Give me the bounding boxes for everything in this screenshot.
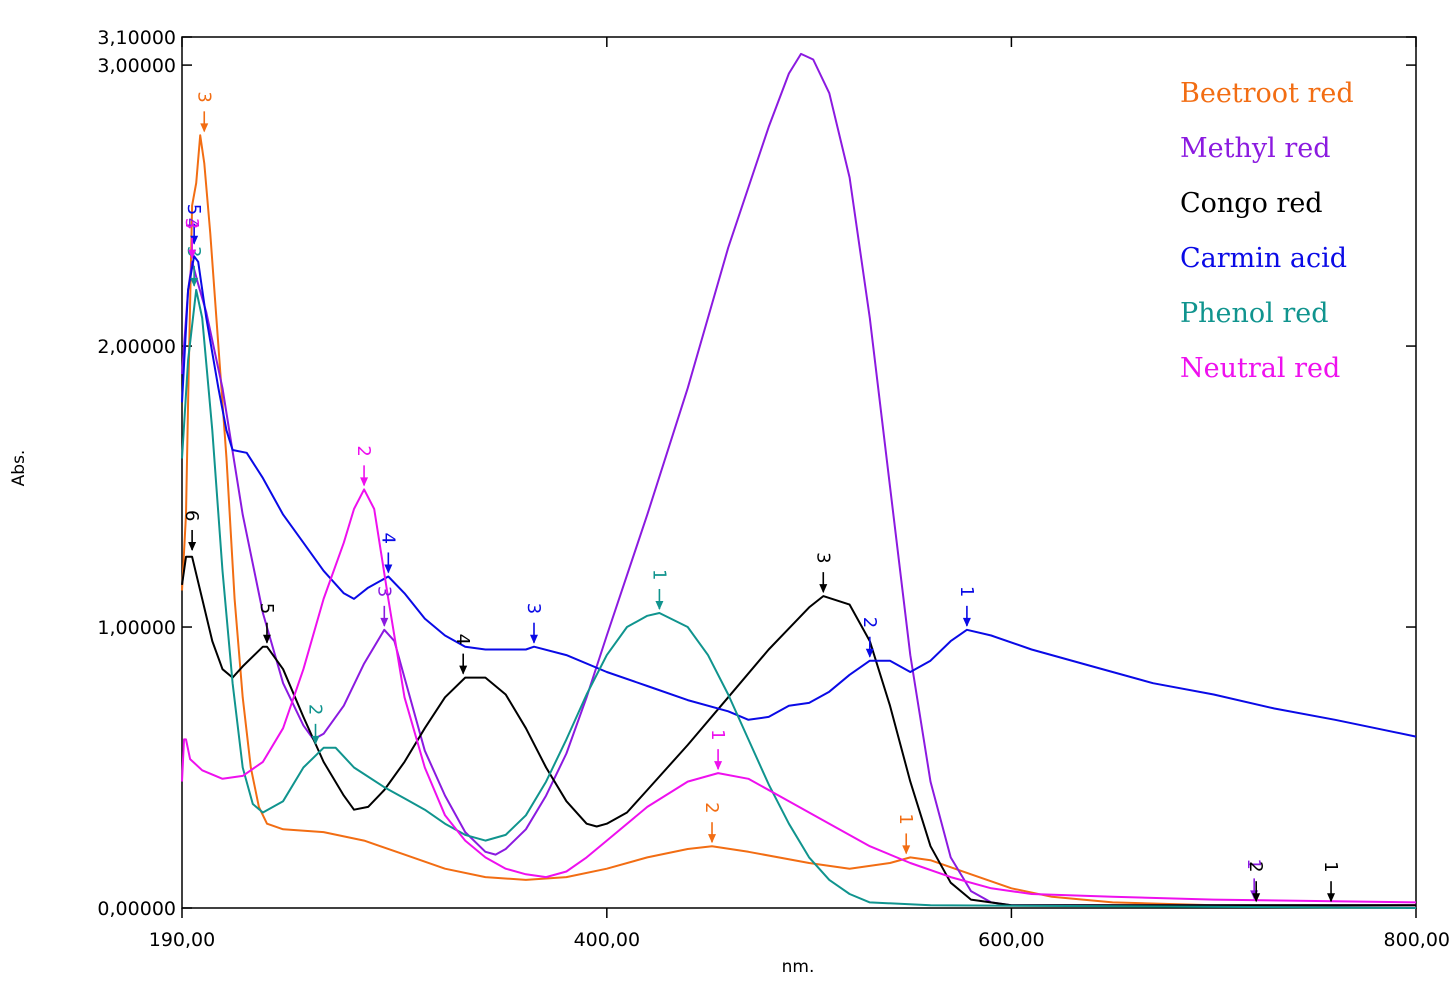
peak-label-2-1: 2	[1245, 861, 1266, 872]
series-line-2	[181, 555, 1416, 907]
peak-label-1-1: 3	[373, 586, 394, 597]
peak-arrowhead-4-2	[190, 277, 199, 287]
peak-arrowhead-2-0	[1327, 893, 1336, 903]
series-line-1	[181, 52, 1416, 907]
y-axis-label: Abs.	[9, 450, 29, 487]
x-tick-label-0: 190,00	[149, 929, 215, 951]
peak-label-3-2: 3	[523, 603, 544, 614]
peak-label-3-4: 5	[183, 204, 204, 215]
series-line-5	[181, 488, 1417, 904]
plot-border	[181, 36, 1417, 909]
legend-entry-1: Methyl red	[1180, 133, 1331, 164]
axis-ticks: 190,00 400,00 600,00 800,00 0,00000 1,00000 2,…	[97, 27, 1450, 951]
series-layer	[181, 52, 1417, 909]
peak-label-5-1: 2	[353, 445, 374, 456]
peak-arrowhead-0-2	[200, 123, 209, 133]
peak-arrowhead-5-1	[360, 477, 369, 487]
x-tick-label-3: 800,00	[1384, 929, 1450, 951]
x-tick-label-2: 600,00	[978, 929, 1044, 951]
legend-entry-5: Neutral red	[1180, 353, 1340, 384]
peak-arrowhead-0-1	[708, 834, 717, 844]
x-axis-label: nm.	[782, 957, 815, 977]
peak-arrowhead-3-0	[962, 617, 971, 627]
peak-label-1-0: 1	[1243, 858, 1264, 869]
peak-label-2-0: 1	[1320, 861, 1341, 872]
peak-arrowhead-2-4	[262, 634, 271, 644]
y-tick-label-1: 1,00000	[97, 617, 176, 639]
peak-arrowhead-0-0	[902, 845, 911, 855]
peak-arrowhead-5-0	[714, 761, 723, 771]
peak-markers: 12313412345612345123123	[181, 91, 1341, 903]
peak-label-3-0: 1	[956, 586, 977, 597]
legend-entry-3: Carmin acid	[1180, 243, 1347, 274]
peak-label-0-2: 3	[193, 91, 214, 102]
peak-label-2-3: 4	[452, 634, 473, 645]
legend-entry-0: Beetroot red	[1180, 78, 1354, 109]
peak-arrowhead-3-1	[865, 648, 874, 658]
y-tick-label-4: 3,10000	[97, 27, 176, 49]
peak-label-5-0: 1	[707, 729, 728, 740]
peak-label-2-5: 6	[181, 510, 202, 521]
series-line-3	[181, 255, 1417, 738]
peak-label-2-2: 3	[812, 552, 833, 563]
plot-frame	[181, 36, 1417, 909]
peak-arrowhead-2-3	[459, 665, 468, 675]
peak-arrowhead-1-1	[380, 617, 389, 627]
legend-entry-4: Phenol red	[1180, 298, 1329, 329]
peak-label-1-2: 4	[181, 218, 202, 229]
peak-label-2-4: 5	[256, 603, 277, 614]
peak-arrowhead-3-3	[384, 564, 393, 574]
peak-label-5-2: 3	[181, 218, 202, 229]
peak-label-3-1: 2	[859, 617, 880, 628]
peak-arrowhead-4-0	[655, 600, 664, 610]
peak-arrowhead-3-2	[529, 634, 538, 644]
peak-arrowhead-2-2	[819, 584, 828, 594]
peak-label-4-0: 1	[648, 569, 669, 580]
peak-arrowhead-2-1	[1252, 893, 1261, 903]
series-line-0	[181, 134, 1416, 907]
x-tick-label-1: 400,00	[574, 929, 640, 951]
peak-arrowhead-4-1	[311, 735, 320, 745]
peak-label-0-1: 2	[701, 802, 722, 813]
peak-arrowhead-5-2	[188, 249, 197, 259]
peak-arrowhead-2-5	[188, 541, 197, 551]
peak-label-4-1: 2	[305, 704, 326, 715]
y-tick-label-0: 0,00000	[97, 898, 176, 920]
y-tick-label-3: 3,00000	[97, 55, 176, 77]
peak-label-3-3: 4	[377, 532, 398, 543]
y-tick-label-2: 2,00000	[97, 336, 176, 358]
legend-entry-2: Congo red	[1180, 188, 1323, 219]
legend: Beetroot red Methyl red Congo red Carmin ac…	[1180, 78, 1354, 384]
peak-label-0-0: 1	[895, 813, 916, 824]
